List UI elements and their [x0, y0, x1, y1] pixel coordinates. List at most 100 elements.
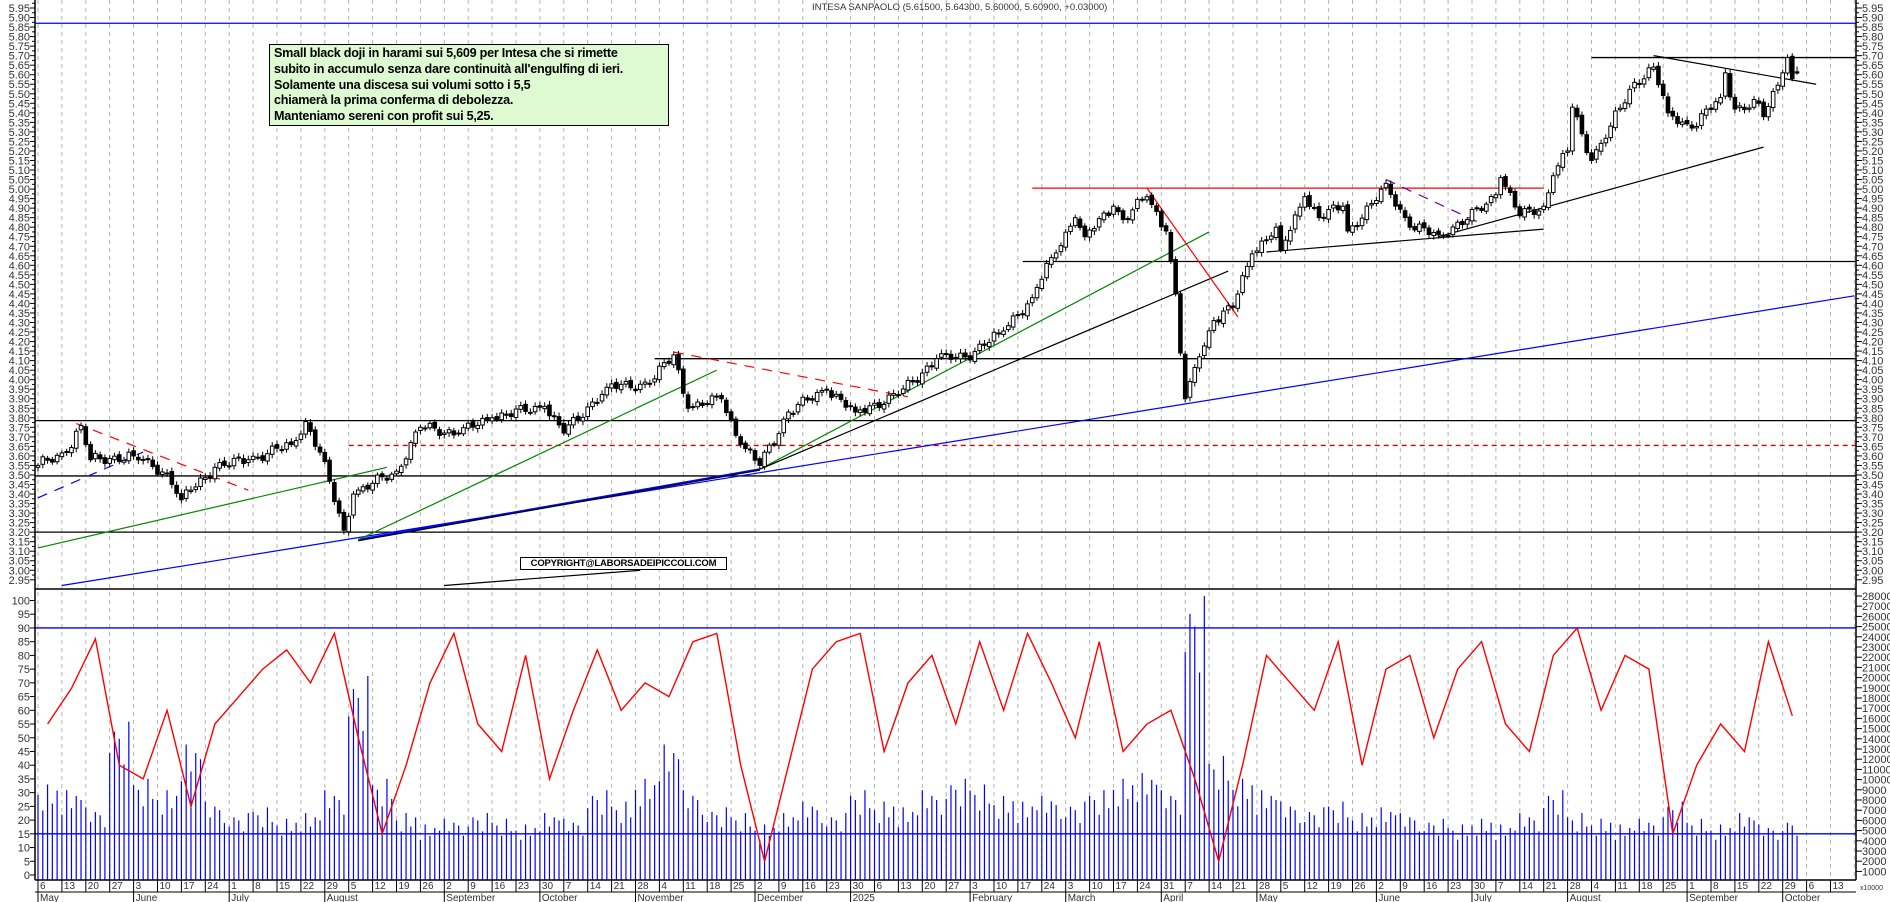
candle-body: [1354, 225, 1360, 228]
candle-body: [1412, 225, 1417, 231]
date-tick-label: 23: [518, 881, 530, 892]
candle: [1474, 205, 1480, 212]
candle: [1493, 192, 1499, 202]
trend-line: [444, 569, 641, 587]
candle: [1240, 271, 1245, 296]
candle: [1775, 81, 1781, 94]
candle-body: [322, 451, 328, 463]
candle-body: [513, 408, 519, 418]
candle: [963, 348, 968, 361]
price-tick-label-left: 5.40: [9, 108, 30, 120]
price-tick-label-right: 3.35: [1862, 499, 1883, 511]
date-tick-label: 27: [112, 881, 124, 892]
price-tick-label-right: 5.95: [1862, 3, 1883, 15]
candle-body: [810, 398, 815, 401]
candle: [1178, 290, 1183, 356]
date-tick-label: 6: [877, 881, 883, 892]
candle-body: [422, 427, 428, 430]
candle-body: [1474, 207, 1480, 210]
candle-body: [1746, 107, 1752, 110]
candle-body: [1278, 225, 1284, 251]
candle: [1512, 188, 1518, 210]
date-tick-label: 23: [1450, 881, 1462, 892]
date-tick-label: 15: [279, 881, 291, 892]
candle: [1230, 302, 1236, 312]
candle-body: [1029, 297, 1035, 304]
candle: [389, 471, 395, 483]
price-tick-label-left: 5.45: [9, 98, 30, 110]
candle: [494, 412, 500, 422]
oscillator-tick-label: 45: [18, 746, 30, 758]
price-tick-label-right: 4.80: [1862, 222, 1883, 234]
candle: [289, 438, 294, 448]
candle-body: [891, 393, 896, 396]
candle: [112, 452, 117, 464]
candle: [843, 396, 849, 411]
volume-tick-label: 13000: [1862, 744, 1890, 756]
price-tick-label-left: 3.75: [9, 422, 30, 434]
candle-body: [996, 332, 1002, 335]
candle: [1555, 162, 1561, 179]
price-tick-label-left: 4.20: [9, 337, 30, 349]
candle: [1292, 210, 1298, 234]
candle-body: [136, 456, 141, 461]
price-tick-label-right: 3.10: [1862, 546, 1883, 558]
trend-line: [358, 369, 718, 541]
price-tick-label-left: 4.05: [9, 365, 30, 377]
price-tick-label-left: 3.90: [9, 394, 30, 406]
candle-body: [1388, 183, 1394, 195]
price-tick-label-left: 3.25: [9, 518, 30, 530]
candle-body: [1240, 275, 1245, 294]
volume-tick-label: 6000: [1862, 815, 1886, 827]
candle-body: [676, 353, 681, 371]
candle: [370, 480, 375, 495]
candle: [1225, 302, 1231, 315]
candle-body: [116, 454, 122, 462]
candle-body: [1249, 253, 1255, 268]
candle-body: [1708, 107, 1714, 110]
candle: [298, 430, 304, 443]
candle-body: [1570, 106, 1575, 152]
candle: [1756, 97, 1762, 107]
candle: [604, 383, 610, 399]
candle: [308, 419, 313, 436]
candle: [1732, 93, 1738, 114]
price-tick-label-left: 5.70: [9, 51, 30, 63]
candle: [1388, 180, 1394, 199]
candle: [1708, 104, 1714, 114]
candle-body: [1020, 313, 1025, 316]
candle: [442, 430, 447, 439]
candle-body: [1268, 235, 1274, 240]
candle: [833, 390, 839, 399]
candle: [551, 411, 557, 421]
candle: [814, 389, 820, 406]
candle-body: [843, 400, 849, 408]
oscillator-tick-label: 75: [18, 664, 30, 676]
candle-body: [1445, 234, 1451, 237]
month-label: October: [1785, 893, 1821, 902]
candle-body: [915, 380, 920, 383]
candle: [743, 440, 748, 453]
candle-body: [494, 416, 500, 421]
candle-body: [255, 456, 261, 459]
candle: [1398, 201, 1403, 214]
price-tick-label-left: 5.35: [9, 117, 30, 129]
candle: [1670, 107, 1676, 121]
price-tick-label-left: 3.85: [9, 403, 30, 415]
date-tick-label: 30: [542, 881, 554, 892]
price-tick-label-left: 4.80: [9, 222, 30, 234]
candle: [485, 413, 490, 424]
trend-line: [1438, 146, 1764, 238]
candle: [695, 398, 700, 410]
date-tick-label: 13: [64, 881, 76, 892]
candle-body: [547, 404, 552, 417]
candle: [504, 410, 509, 420]
price-tick-label-right: 2.95: [1862, 575, 1883, 587]
candle-body: [284, 442, 289, 450]
candle: [193, 482, 199, 493]
date-tick-label: 28: [638, 881, 650, 892]
candle-body: [1202, 345, 1207, 356]
date-tick-label: 19: [1331, 881, 1343, 892]
candle: [1288, 226, 1293, 245]
